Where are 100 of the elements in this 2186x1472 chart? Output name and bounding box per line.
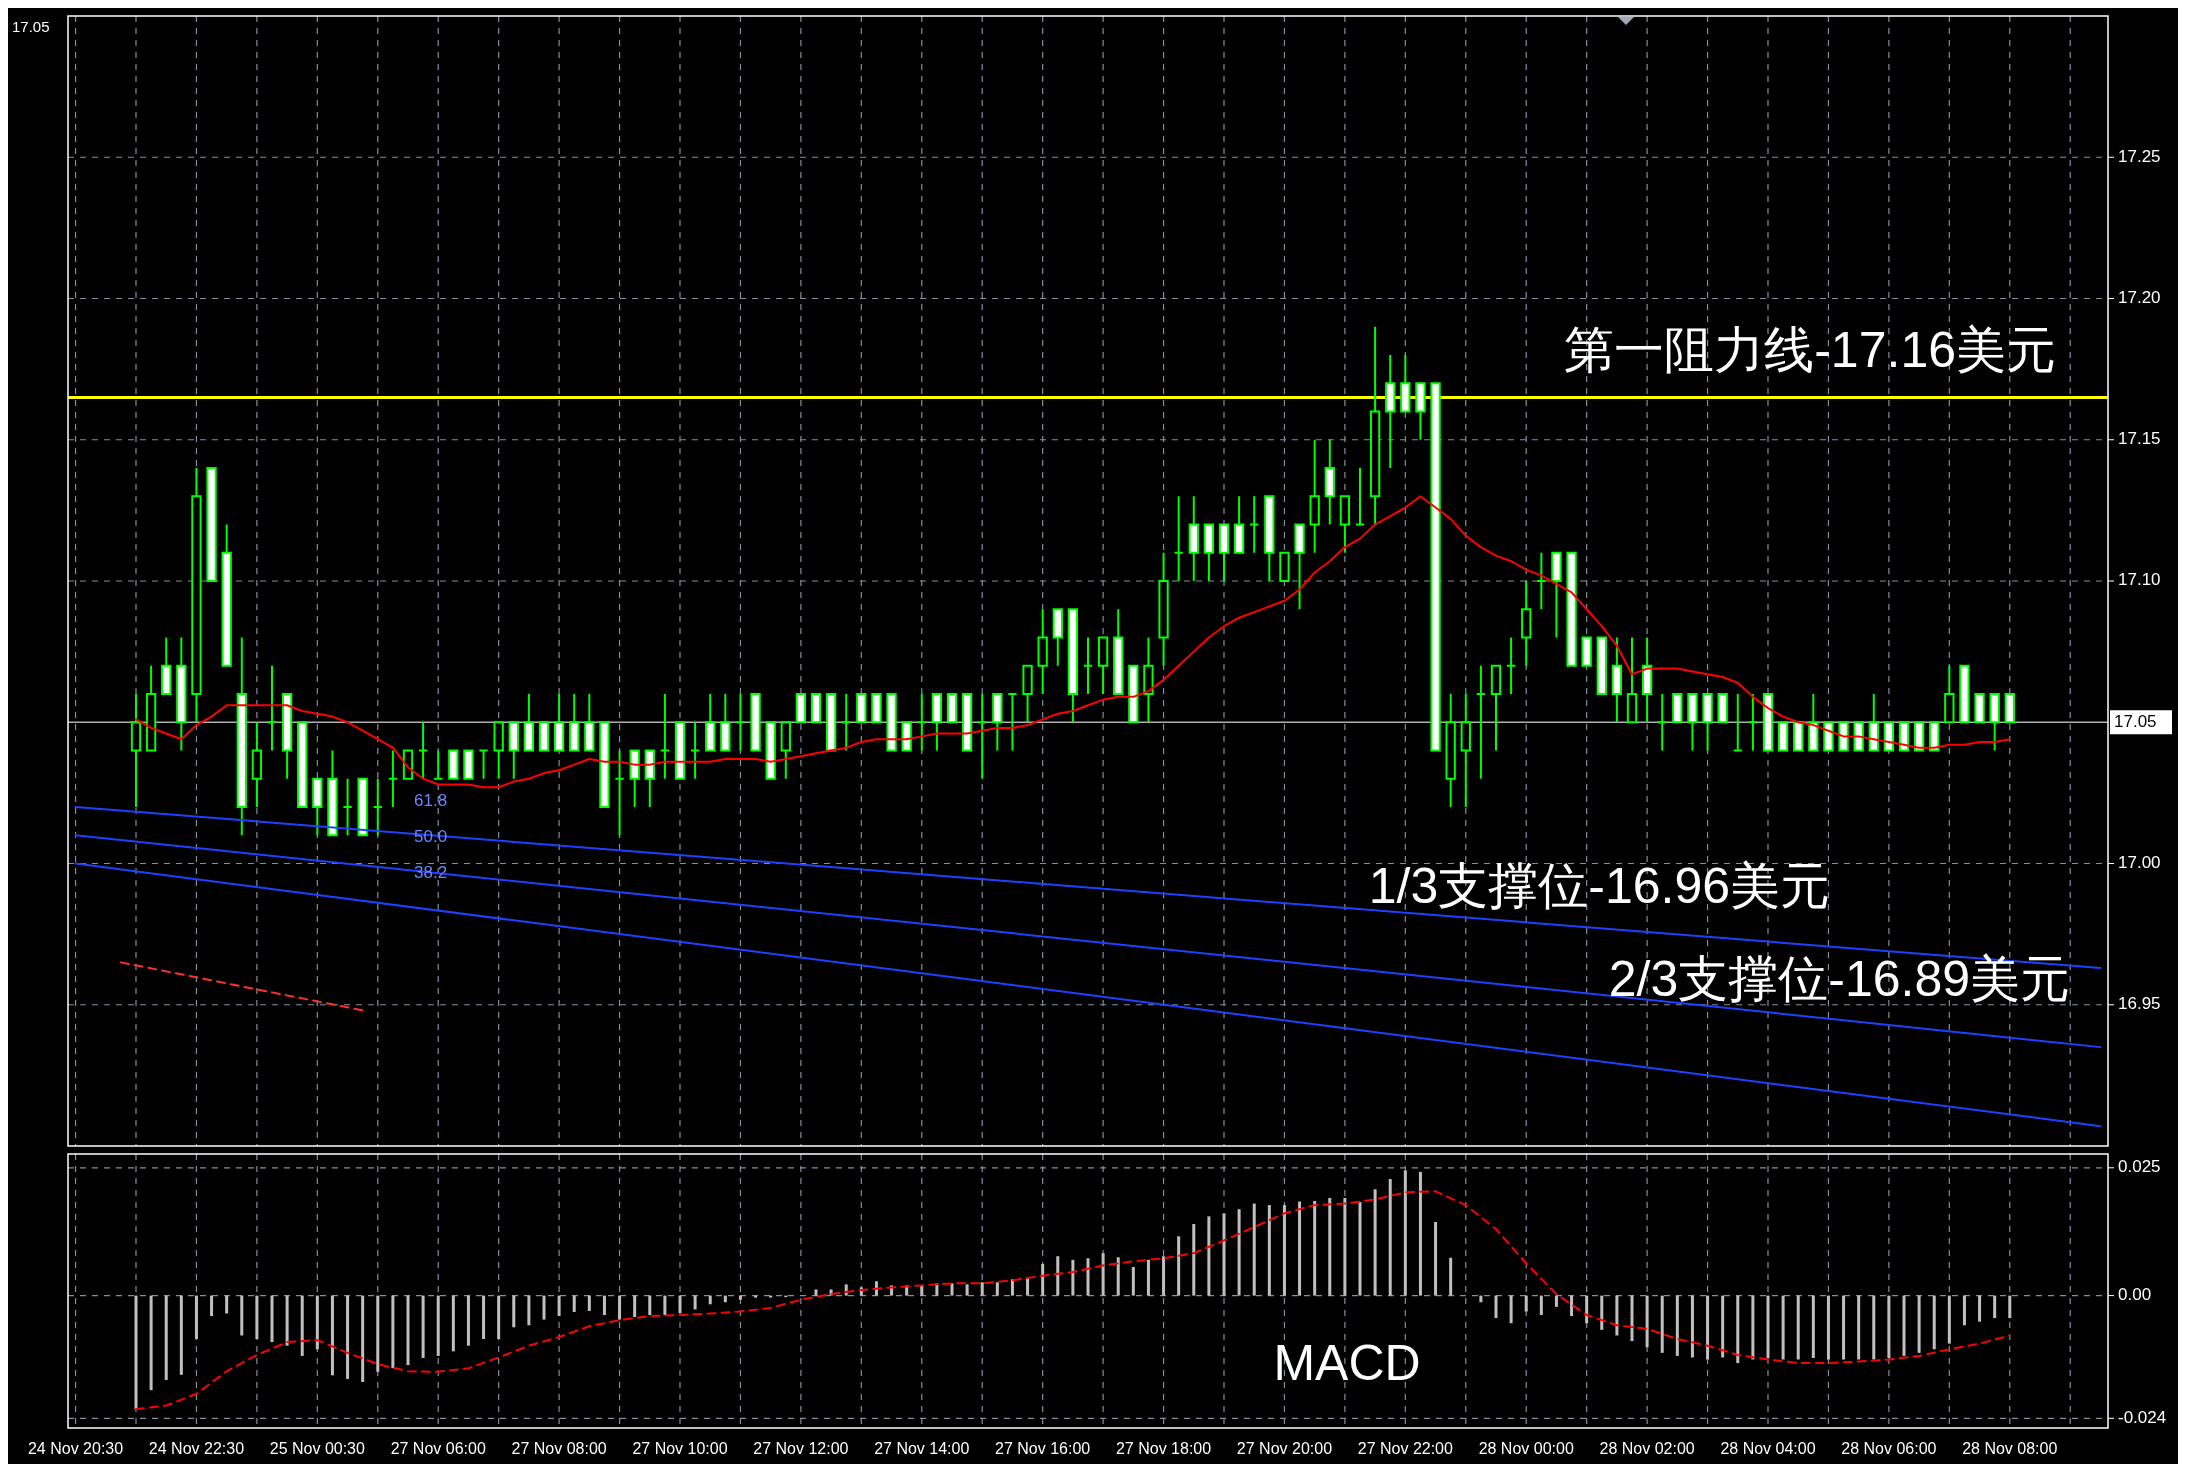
candlestick bbox=[735, 693, 746, 752]
bar bbox=[1313, 1201, 1317, 1296]
bar bbox=[285, 1295, 289, 1346]
bar bbox=[330, 1295, 334, 1376]
bar bbox=[391, 1295, 395, 1369]
y-tick-label: 17.25 bbox=[2118, 146, 2161, 166]
candlestick bbox=[1354, 467, 1366, 526]
bar bbox=[633, 1295, 637, 1318]
bar bbox=[1237, 1209, 1241, 1296]
candlestick bbox=[433, 749, 444, 780]
text: 17.05 bbox=[12, 18, 50, 35]
y-tick-label: 16.95 bbox=[2118, 994, 2161, 1014]
candlestick bbox=[342, 777, 353, 837]
bar bbox=[376, 1295, 380, 1372]
bar bbox=[602, 1295, 606, 1316]
x-tick-label: 27 Nov 22:00 bbox=[1357, 1440, 1454, 1457]
bar bbox=[1917, 1295, 1921, 1353]
bar bbox=[1282, 1205, 1286, 1296]
bar bbox=[1706, 1295, 1710, 1360]
candlestick bbox=[1536, 551, 1547, 611]
bar bbox=[1298, 1201, 1302, 1296]
candlestick bbox=[659, 693, 671, 780]
bar bbox=[723, 1295, 727, 1303]
bar bbox=[1222, 1213, 1226, 1296]
bar bbox=[618, 1295, 622, 1320]
bar bbox=[1842, 1295, 1846, 1360]
bar bbox=[1630, 1295, 1634, 1342]
annotation: MACD bbox=[1273, 1335, 1421, 1391]
bar bbox=[179, 1295, 183, 1375]
bar bbox=[1509, 1295, 1513, 1324]
bar bbox=[1932, 1295, 1936, 1350]
bar bbox=[950, 1283, 954, 1296]
candlestick bbox=[614, 749, 625, 837]
bar bbox=[769, 1295, 773, 1298]
candlestick bbox=[1747, 693, 1759, 752]
bar bbox=[1358, 1202, 1362, 1296]
y-tick-label: 17.20 bbox=[2118, 287, 2161, 307]
bar bbox=[1434, 1221, 1438, 1296]
bar bbox=[1524, 1295, 1528, 1312]
x-tick-label: 27 Nov 18:00 bbox=[1115, 1440, 1212, 1457]
bar bbox=[149, 1295, 153, 1391]
bar bbox=[406, 1295, 410, 1366]
bar bbox=[1010, 1279, 1014, 1296]
y-tick-label: 17.00 bbox=[2118, 852, 2161, 872]
candlestick bbox=[1082, 636, 1094, 695]
candlestick bbox=[689, 721, 701, 780]
bar bbox=[1101, 1253, 1105, 1296]
x-tick-label: 27 Nov 12:00 bbox=[753, 1440, 849, 1457]
bar bbox=[1660, 1295, 1664, 1353]
x-tick-label: 28 Nov 04:00 bbox=[1720, 1440, 1816, 1457]
bar bbox=[1494, 1295, 1498, 1319]
x-tick-label: 24 Nov 22:30 bbox=[148, 1440, 245, 1457]
bar bbox=[1570, 1295, 1574, 1317]
bar bbox=[1177, 1236, 1181, 1296]
bar bbox=[708, 1295, 712, 1305]
ref-line-label: 17.05 bbox=[2114, 711, 2157, 731]
bar bbox=[346, 1295, 350, 1379]
candlestick bbox=[372, 777, 383, 837]
bar bbox=[1162, 1256, 1166, 1296]
x-tick-label: 27 Nov 14:00 bbox=[874, 1440, 970, 1457]
bar bbox=[1781, 1295, 1785, 1360]
bar bbox=[1146, 1259, 1150, 1296]
bar bbox=[572, 1295, 576, 1312]
bar bbox=[1811, 1295, 1815, 1358]
bar bbox=[1962, 1295, 1966, 1326]
bar bbox=[965, 1284, 969, 1296]
bar bbox=[451, 1295, 455, 1352]
bar bbox=[164, 1295, 168, 1380]
bar bbox=[738, 1295, 742, 1300]
bar bbox=[1887, 1295, 1891, 1358]
x-tick-label: 27 Nov 08:00 bbox=[511, 1440, 607, 1457]
bar bbox=[1267, 1205, 1271, 1296]
bar bbox=[1388, 1179, 1392, 1296]
bar bbox=[1479, 1295, 1483, 1303]
x-tick-label: 28 Nov 08:00 bbox=[1962, 1440, 2058, 1457]
bar bbox=[1978, 1295, 1982, 1322]
bar bbox=[270, 1295, 274, 1343]
bar bbox=[1041, 1263, 1045, 1296]
bar bbox=[1645, 1295, 1649, 1348]
bar bbox=[315, 1295, 319, 1350]
annotation: 2/3支撑位-16.89美元 bbox=[1608, 951, 2070, 1007]
bar bbox=[1252, 1203, 1256, 1296]
candlestick bbox=[387, 749, 399, 808]
x-tick-label: 27 Nov 06:00 bbox=[390, 1440, 486, 1457]
bar bbox=[497, 1295, 501, 1340]
bar bbox=[1615, 1295, 1619, 1336]
bar bbox=[648, 1295, 652, 1316]
bar bbox=[1826, 1295, 1830, 1360]
bar bbox=[2008, 1295, 2012, 1319]
bar bbox=[1403, 1170, 1407, 1296]
candlestick bbox=[1505, 636, 1517, 695]
bar bbox=[1343, 1197, 1347, 1296]
candlestick bbox=[1249, 495, 1260, 554]
x-tick-label: 24 Nov 20:30 bbox=[27, 1440, 124, 1457]
annotation: 1/3支撑位-16.96美元 bbox=[1368, 858, 1830, 914]
x-tick-label: 28 Nov 02:00 bbox=[1599, 1440, 1695, 1457]
bar bbox=[678, 1295, 682, 1313]
bar bbox=[1872, 1295, 1876, 1360]
x-tick-label: 28 Nov 06:00 bbox=[1841, 1440, 1937, 1457]
x-tick-label: 27 Nov 10:00 bbox=[632, 1440, 728, 1457]
